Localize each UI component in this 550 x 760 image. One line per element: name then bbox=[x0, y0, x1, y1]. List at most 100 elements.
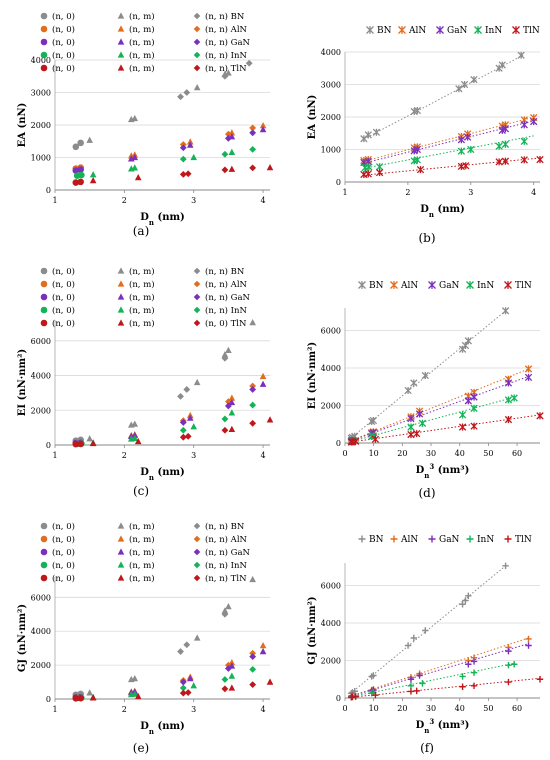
legend-marker bbox=[40, 561, 48, 569]
point-TlN bbox=[470, 682, 478, 690]
x-label-main: D bbox=[416, 465, 425, 476]
point-TlN bbox=[375, 168, 384, 177]
legend: BN AlN GaN InN TlN bbox=[358, 281, 532, 291]
point-InN-nm bbox=[190, 423, 198, 430]
point-TlN-nn bbox=[221, 426, 229, 434]
legend-marker-TlN bbox=[512, 26, 520, 34]
point-TlN-nn bbox=[179, 689, 187, 697]
x-tick-label: 0 bbox=[342, 449, 347, 458]
x-label-main: D bbox=[140, 721, 149, 732]
point-InN bbox=[501, 140, 510, 148]
legend-marker bbox=[117, 64, 125, 71]
point-GaN bbox=[464, 397, 472, 405]
legend-marker-GaN bbox=[428, 281, 436, 289]
point-TlN-nn bbox=[184, 170, 192, 178]
legend-label: (n, n) GaN bbox=[205, 547, 251, 558]
panel-e: 0 2000 4000 6000 1 2 3 4 Dn (nm) GJ (nN·nm²) (n, 0… bbox=[17, 521, 274, 736]
point-BN bbox=[369, 416, 378, 425]
x-label-sup: 3 bbox=[429, 462, 434, 471]
point-AlN-nn bbox=[249, 124, 257, 132]
legend-marker-AlN bbox=[390, 535, 398, 543]
point-BN bbox=[470, 75, 478, 84]
point-AlN-nm bbox=[259, 372, 267, 380]
legend-label-BN: BN bbox=[369, 281, 384, 291]
x-tick-label: 2 bbox=[122, 196, 127, 205]
point-GaN-nm bbox=[186, 675, 194, 682]
legend-marker bbox=[117, 535, 125, 542]
legend-label: (n, m) bbox=[129, 279, 155, 290]
point-BN-nm bbox=[225, 69, 232, 76]
point-InN bbox=[510, 394, 518, 402]
point-BN bbox=[465, 592, 472, 600]
point-BN-nm bbox=[131, 675, 139, 682]
legend-label: (n, 0) bbox=[52, 560, 75, 571]
point-BN bbox=[460, 80, 469, 89]
point-TlN-nn bbox=[221, 166, 229, 174]
x-label-sub: n bbox=[429, 210, 434, 219]
point-InN-nn bbox=[249, 665, 257, 673]
point-TlN bbox=[352, 693, 359, 700]
point-InN bbox=[458, 411, 467, 419]
point-BN bbox=[455, 85, 463, 93]
point-TlN-nm bbox=[134, 174, 142, 181]
point-GaN bbox=[413, 145, 421, 154]
legend-marker bbox=[193, 38, 201, 46]
legend: BN AlN GaN InN TlN bbox=[358, 535, 532, 545]
legend-marker bbox=[40, 306, 48, 314]
legend-label: (n, 0) bbox=[52, 50, 75, 61]
point-BN bbox=[517, 51, 525, 59]
point-TlN bbox=[520, 156, 528, 164]
point-TlN-nn bbox=[249, 681, 257, 688]
legend-marker bbox=[193, 51, 201, 59]
y-tick-label: 2000 bbox=[321, 402, 341, 411]
point-TlN-n0 bbox=[77, 440, 84, 448]
point-GaN bbox=[504, 379, 513, 387]
point-AlN bbox=[524, 365, 533, 373]
point-InN-nn bbox=[249, 145, 257, 153]
caption-b: (b) bbox=[418, 231, 435, 245]
x-axis-label: Dn3 (nm³) bbox=[416, 462, 470, 480]
legend-label: (n, m) bbox=[129, 547, 155, 558]
fit-line-GaN bbox=[350, 643, 529, 697]
point-BN-nm bbox=[221, 351, 229, 358]
legend-marker bbox=[40, 38, 48, 46]
point-InN bbox=[418, 419, 427, 427]
point-GaN-nn bbox=[224, 665, 232, 672]
x-axis-label: Dn3 (nm³) bbox=[416, 717, 470, 735]
point-TlN-nm bbox=[266, 416, 274, 423]
legend-label: (n, 0) bbox=[52, 534, 75, 545]
point-GaN-nm bbox=[186, 414, 194, 421]
point-BN-nm bbox=[221, 607, 229, 614]
point-InN bbox=[505, 661, 512, 669]
legend-marker bbox=[117, 267, 125, 274]
legend-marker bbox=[40, 548, 48, 556]
point-GaN bbox=[520, 121, 528, 129]
point-InN-nm bbox=[190, 153, 198, 161]
point-AlN-nm bbox=[259, 641, 267, 649]
point-TlN bbox=[505, 678, 512, 686]
legend-label-GaN: GaN bbox=[447, 26, 468, 36]
point-TlN bbox=[495, 158, 503, 166]
x-tick-label: 30 bbox=[426, 704, 436, 713]
x-axis-label: Dn (nm) bbox=[420, 204, 465, 219]
panel-b: 0 1000 2000 3000 4000 1 2 3 4 Dn (nm) EA (nN) BN AlN… bbox=[307, 26, 544, 219]
x-tick-label: 2 bbox=[122, 705, 127, 714]
legend-label: (n, 0) bbox=[52, 292, 75, 303]
x-label-sub: n bbox=[149, 727, 154, 736]
point-GaN bbox=[501, 125, 510, 133]
legend-label: (n, 0) bbox=[52, 305, 75, 316]
legend-label: (n, m) bbox=[129, 24, 155, 35]
x-tick-label: 1 bbox=[52, 705, 57, 714]
x-label-main: D bbox=[420, 204, 429, 215]
y-tick-label: 4000 bbox=[31, 372, 51, 381]
legend-marker bbox=[193, 280, 201, 288]
legend-marker-GaN bbox=[436, 26, 444, 34]
point-TlN-nm bbox=[228, 165, 236, 172]
x-tick-label: 3 bbox=[191, 705, 196, 714]
legend-label: (n, n) InN bbox=[205, 50, 248, 61]
point-GaN bbox=[470, 393, 478, 401]
legend-label: (n, n) GaN bbox=[205, 37, 251, 48]
x-tick-label: 60 bbox=[512, 449, 522, 458]
legend-label: (n, m) bbox=[129, 534, 155, 545]
point-TlN-nn bbox=[179, 171, 187, 178]
